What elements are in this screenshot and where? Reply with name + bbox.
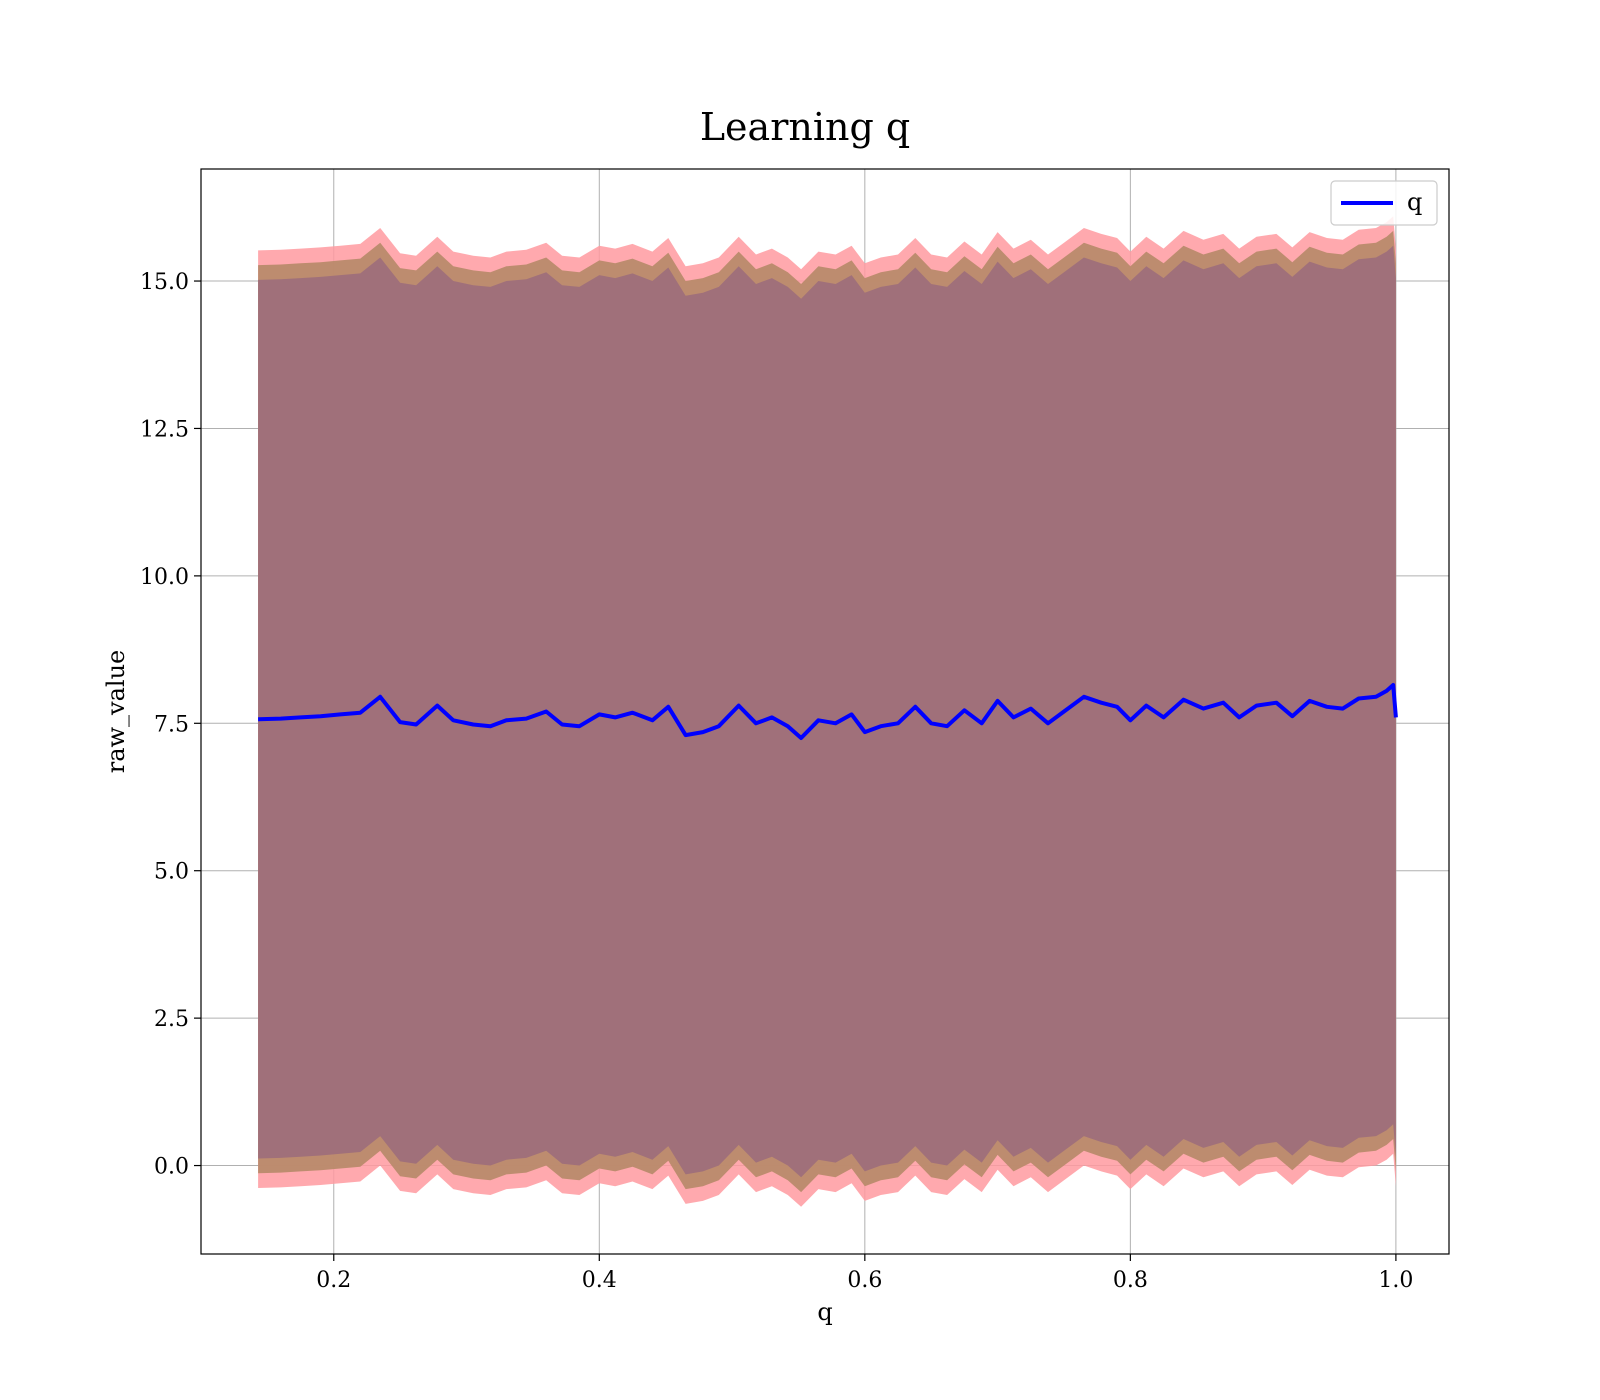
- x-tick-label-4: 1.0: [1378, 1268, 1413, 1293]
- series-line-q: [258, 683, 1398, 740]
- y-tick-label-2: 5.0: [154, 860, 189, 885]
- y-tick-label-3: 7.5: [154, 712, 189, 737]
- y-tick-label-1: 2.5: [154, 1007, 189, 1032]
- y-axis-label: raw_value: [102, 650, 130, 774]
- series-lines: [258, 683, 1398, 740]
- x-axis-ticks: 0.2 0.4 0.6 0.8 1.0: [316, 1254, 1413, 1293]
- legend: q: [1330, 180, 1438, 226]
- y-tick-label-6: 15.0: [140, 270, 189, 295]
- x-tick-label-1: 0.4: [582, 1268, 617, 1293]
- y-tick-label-5: 12.5: [140, 417, 189, 442]
- y-axis-ticks: 0.0 2.5 5.0 7.5 10.0 12.5 15.0: [140, 270, 201, 1180]
- y-tick-label-4: 10.0: [140, 565, 189, 590]
- x-axis-label: q: [817, 1298, 832, 1326]
- x-tick-label-0: 0.2: [316, 1268, 351, 1293]
- plot-frame: [200, 168, 1450, 1255]
- legend-label-q: q: [1407, 188, 1422, 216]
- y-tick-label-0: 0.0: [154, 1155, 189, 1180]
- x-tick-label-2: 0.6: [847, 1268, 882, 1293]
- chart-title: Learning q: [700, 105, 910, 149]
- confidence-bands: [258, 216, 1396, 1207]
- x-tick-label-3: 0.8: [1113, 1268, 1148, 1293]
- band-inner: [258, 245, 1396, 1178]
